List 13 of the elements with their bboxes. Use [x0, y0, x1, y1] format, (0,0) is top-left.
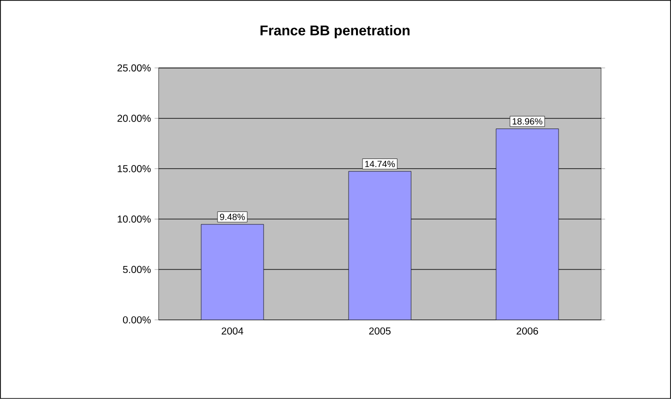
data-label: 14.74%: [365, 160, 395, 168]
x-tick-label: 2004: [222, 328, 244, 335]
y-tick-label: 10.00%: [118, 216, 151, 223]
x-tick-label: 2005: [369, 328, 391, 335]
data-label: 9.48%: [220, 214, 245, 220]
y-tick-label: 5.00%: [122, 266, 151, 274]
y-tick-label: 20.00%: [118, 114, 151, 122]
y-tick-label: 25.00%: [118, 64, 151, 72]
x-tick-label: 2006: [516, 328, 538, 335]
y-tick-label: 0.00%: [122, 316, 151, 324]
y-tick-label: 15.00%: [118, 165, 151, 172]
chart-title: France BB penetration: [260, 25, 410, 38]
data-label: 18.96%: [512, 118, 542, 125]
